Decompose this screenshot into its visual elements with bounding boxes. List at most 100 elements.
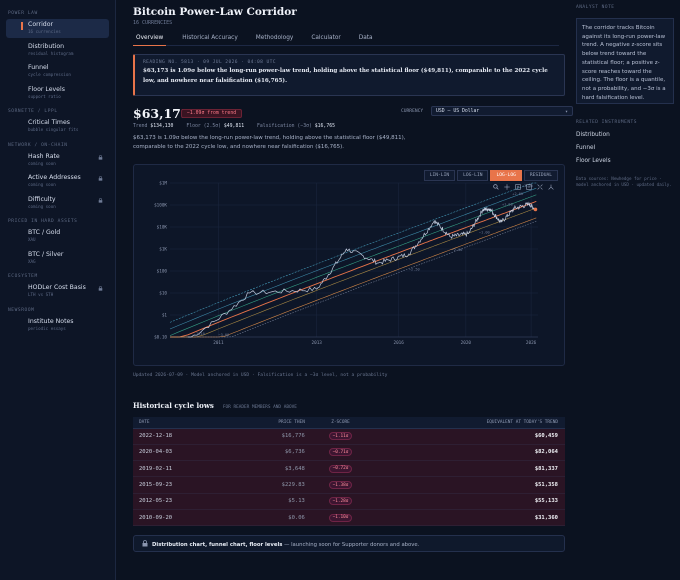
table-title-sub: FOR READER MEMBERS AND ABOVE (222, 405, 297, 410)
scale-button-log-log[interactable]: LOG-LOG (490, 170, 522, 181)
zscore-badge: −1.10σ (328, 513, 353, 522)
cell-price: $6,736 (230, 444, 311, 462)
cell-equivalent: $81,337 (370, 460, 565, 478)
zoom-box-icon[interactable] (515, 184, 521, 190)
metric-trend-label: Trend (133, 124, 148, 129)
sidebar-item-sub: 16 currencies (28, 29, 61, 34)
sidebar-section-heading: ECOSYSTEM (8, 274, 38, 279)
autoscale-icon[interactable] (548, 184, 554, 190)
sidebar-item-label: BTC / Silver (28, 250, 64, 258)
zscore-badge: −0.72σ (328, 464, 353, 473)
corridor-chart[interactable]: $0.10 $1 $10 $100 $1K $10K $100K $1M 2011 2013 201… (133, 164, 565, 366)
x-tick-label: 2026 (526, 340, 537, 346)
metric-trend-value: $134,130 (150, 124, 174, 129)
related-distribution[interactable]: Distribution (576, 132, 610, 138)
sidebar-item-active-addresses[interactable]: Active Addresses coming soon (6, 172, 109, 191)
y-tick-label: $1 (162, 313, 168, 319)
sidebar-item-sub: XAG (28, 258, 36, 264)
sidebar: POWER LAW Corridor 16 currencies Distributi… (0, 0, 116, 580)
pan-icon[interactable] (504, 184, 510, 190)
falsification-line (170, 220, 537, 338)
cell-equivalent: $55,133 (370, 493, 565, 510)
main-content: Bitcoin Power-Law Corridor 16 CURRENCIES… (118, 0, 573, 580)
tab-calculator[interactable]: Calculator (311, 35, 341, 41)
currency-select[interactable]: USD — US Dollar ▾ (431, 106, 573, 116)
sidebar-section-heading: POWER LAW (8, 11, 38, 16)
sidebar-item-sub: periodic essays (28, 325, 66, 331)
sidebar-item-label: Critical Times (28, 119, 70, 126)
tab-methodology[interactable]: Methodology (255, 35, 294, 41)
chevron-down-icon: ▾ (564, 108, 568, 115)
sidebar-item-floor-levels[interactable]: Floor Levels support ratio (6, 84, 109, 103)
sidebar-item-label: Hash Rate (28, 152, 60, 160)
sidebar-item-btc-silver[interactable]: BTC / Silver XAG (6, 249, 109, 268)
price-description: $63,173 is 1.09σ below the long-run powe… (133, 135, 406, 150)
metric-floor-label: Floor (2.5σ) (186, 124, 221, 129)
sidebar-section-heading: NEWSROOM (8, 307, 35, 313)
zoom-out-icon[interactable] (526, 184, 532, 190)
sidebar-item-sub: support ratio (28, 93, 61, 99)
sidebar-item-critical-times[interactable]: Critical Times bubble singular fits (6, 117, 109, 136)
tab-overview[interactable]: Overview (133, 34, 167, 46)
x-tick-label: 2013 (312, 340, 323, 346)
sidebar-item-sub: coming soon (28, 203, 56, 209)
sidebar-item-sub: residual histogram (28, 50, 74, 56)
tab-historical-accuracy[interactable]: Historical Accuracy (182, 35, 238, 41)
scale-button-residual[interactable]: RESIDUAL (523, 170, 558, 181)
sidebar-item-label: Active Addresses (28, 174, 81, 181)
data-sources: Data sources: Newhedge for price · model… (576, 176, 672, 187)
page-title: Bitcoin Power-Law Corridor (133, 6, 297, 18)
x-tick-label: 2020 (461, 340, 472, 346)
lock-icon (142, 540, 148, 547)
sidebar-item-sub: coming soon (28, 160, 56, 166)
sidebar-item-btc-gold[interactable]: BTC / Gold XAU (6, 227, 109, 246)
tab-data[interactable]: Data (358, 35, 373, 41)
currency-select-value: USD — US Dollar (436, 108, 480, 114)
cell-zscore: −1.28σ (310, 493, 371, 510)
table-title-text: Historical cycle lows (133, 401, 214, 410)
cell-zscore: −1.38σ (310, 476, 371, 494)
trend-deviation-badge: −1.09σ from trend (181, 109, 243, 118)
currency-label: CURRENCY (401, 109, 424, 114)
related-floor-levels[interactable]: Floor Levels (576, 158, 611, 164)
cell-zscore: −0.72σ (310, 460, 371, 478)
y-tick-label: $1K (159, 247, 167, 253)
cell-date: 2010-09-20 (133, 509, 231, 527)
table-row: 2022-12-18 $16,776 −1.11σ $60,459 (133, 428, 565, 445)
floor-line (170, 217, 537, 338)
band-plus-1 (169, 194, 537, 336)
table-row: 2020-04-03 $6,736 −0.71σ $82,064 (133, 444, 565, 462)
scale-button-lin-lin[interactable]: LIN-LIN (423, 170, 456, 181)
cell-zscore: −0.71σ (310, 444, 371, 462)
sidebar-item-difficulty[interactable]: Difficulty coming soon (6, 194, 109, 213)
sidebar-item-label: BTC / Gold (28, 229, 61, 236)
price-series-line (187, 201, 536, 338)
cell-date: 2020-04-03 (133, 444, 231, 462)
reading-card: READING NO. 5813 · 09 JUL 2026 · 04:08 U… (133, 54, 565, 96)
band-annotation: +2.00 (512, 192, 523, 196)
tab-bar: Overview Historical Accuracy Methodology… (133, 34, 559, 46)
analyst-note-heading: ANALYST NOTE (576, 5, 615, 10)
sidebar-item-distribution[interactable]: Distribution residual histogram (6, 41, 109, 60)
sidebar-item-corridor[interactable]: Corridor 16 currencies (6, 19, 109, 38)
cell-price: $0.06 (230, 509, 311, 527)
lock-icon (98, 176, 103, 181)
scale-button-log-lin[interactable]: LOG-LIN (457, 170, 489, 181)
x-tick-label: 2011 (213, 340, 224, 346)
reset-icon[interactable] (537, 184, 543, 190)
cell-price: $229.83 (230, 476, 311, 494)
sidebar-item-institute-notes[interactable]: Institute Notes periodic essays (6, 316, 109, 335)
price-row: $63,173 −1.09σ from trend CURRENCY USD —… (133, 106, 573, 122)
sidebar-item-hodler-cost-basis[interactable]: HODLer Cost Basis LTH vs STH (6, 282, 109, 301)
cell-date: 2015-09-23 (133, 476, 231, 494)
band-annotation: −1.00 (479, 230, 490, 234)
zscore-badge: −1.11σ (328, 432, 353, 441)
related-funnel[interactable]: Funnel (576, 145, 596, 151)
chart-footnote: Updated 2026-07-09 · Model anchored in U… (133, 373, 388, 378)
sidebar-item-hash-rate[interactable]: Hash Rate coming soon (6, 151, 109, 170)
y-tick-label: $10 (159, 291, 167, 297)
sidebar-item-funnel[interactable]: Funnel cycle compression (6, 62, 109, 81)
zoom-in-icon[interactable] (493, 184, 499, 190)
metric-falsification-label: Falsification (−3σ) (257, 124, 312, 129)
launch-note-rest: — launching soon for Supporter donors an… (282, 542, 420, 549)
